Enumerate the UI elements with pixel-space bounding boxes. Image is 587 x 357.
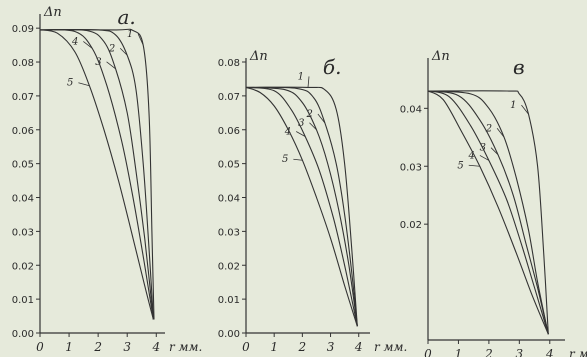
panel-1-series-4-leader — [83, 41, 93, 49]
panel-1-series-3-line — [39, 28, 154, 320]
panel-2-series-3-label: 3 — [298, 118, 304, 129]
panel-3-series-1-leader — [521, 104, 529, 115]
panel-1-series-2-label: 2 — [108, 43, 115, 54]
panel-2-series-4-line — [245, 86, 358, 327]
panel-2-y-tick-label: 0.03 — [218, 227, 240, 238]
panel-1-y-tick-label: 0.08 — [12, 58, 34, 69]
panel-3-series-5-line — [427, 90, 549, 335]
panel-1-x-tick-label: 0 — [36, 340, 44, 354]
panel-3-series-2-label: 2 — [485, 123, 492, 134]
panel-2-series-4-leader — [295, 131, 306, 137]
panel-2-y-tick-label: 0.02 — [218, 261, 240, 272]
panel-3-y-tick-label: 0.03 — [400, 162, 422, 173]
panel-3-x-tick-label: 1 — [455, 347, 463, 357]
panel-1-y-tick-label: 0.07 — [12, 92, 34, 103]
panel-1-series-4-label: 4 — [71, 36, 78, 47]
panel-1-series-2-line — [39, 28, 154, 320]
panel-3-y-tick-label: 0.04 — [400, 104, 422, 115]
panel-2-x-tick-label: 0 — [242, 340, 250, 354]
panel-3-series-1-label: 1 — [510, 100, 516, 111]
panel-3-series-4-line — [427, 90, 549, 335]
panel-1-x-tick-label: 2 — [93, 340, 102, 354]
panel-1-y-tick-label: 0.03 — [12, 227, 34, 238]
panel-3-y-tick-label: 0.02 — [400, 220, 422, 231]
panel-1-y-tick-label: 0.00 — [12, 329, 34, 340]
panel-3-x-axis-title: r мм. — [569, 347, 587, 357]
panel-3-series-2-leader — [496, 128, 505, 138]
panel-1-x-axis-title: r мм. — [169, 340, 202, 354]
panel-2-y-tick-label: 0.01 — [218, 295, 240, 306]
panel-2-y-tick-label: 0.08 — [218, 58, 240, 69]
panel-2-x-tick-label: 3 — [327, 340, 335, 354]
panel-1-series-5-leader — [78, 82, 90, 87]
panel-1-series-1-line — [39, 28, 155, 320]
panel-1-x-tick-label: 4 — [151, 340, 160, 354]
panel-3-series-4-label: 4 — [468, 150, 475, 161]
panel-3-y-axis-title: Δn — [431, 49, 450, 64]
panel-2-series-1-leader — [307, 76, 310, 88]
panel-1-y-tick-label: 0.04 — [12, 194, 34, 205]
panel-3-series-2-line — [427, 90, 549, 335]
panel-1-x-tick-label: 3 — [123, 340, 131, 354]
panel-3-series-1-line — [427, 90, 549, 335]
panel-2-y-tick-label: 0.07 — [218, 92, 240, 103]
panel-2-x-axis-title: r мм. — [374, 340, 407, 354]
panel-1-series-5-label: 5 — [67, 78, 73, 89]
panel-1-series-4-line — [39, 29, 154, 320]
panel-2-series-3-leader — [309, 122, 317, 131]
panel-1-y-tick-label: 0.01 — [12, 295, 34, 306]
panel-1-series-3-leader — [106, 61, 116, 70]
panel-2-series-4-label: 4 — [284, 127, 291, 138]
panel-2-x-tick-label: 4 — [354, 340, 363, 354]
panel-2-y-tick-label: 0.06 — [218, 126, 240, 137]
panel-2-series-1-label: 1 — [298, 71, 304, 82]
panel-2-x-tick-label: 2 — [298, 340, 307, 354]
panel-2-y-axis-title: Δn — [249, 49, 268, 64]
panel-1-x-tick-label: 1 — [65, 340, 73, 354]
panel-3-x-tick-label: 2 — [484, 347, 493, 357]
panel-2-series-2-leader — [317, 113, 326, 124]
panel-3-series-5-label: 5 — [457, 160, 463, 171]
panel-3-letter: в — [513, 55, 525, 79]
panel-1-y-axis-title: Δn — [43, 5, 62, 20]
panel-3-x-tick-label: 0 — [424, 347, 432, 357]
panel-1-letter: а. — [118, 5, 136, 29]
panel-1-series-5-line — [39, 29, 154, 320]
panel-2-y-tick-label: 0.05 — [218, 160, 240, 171]
panel-2-letter: б. — [323, 55, 342, 79]
panel-1-y-tick-label: 0.06 — [12, 126, 34, 137]
panel-1-y-tick-label: 0.05 — [12, 160, 34, 171]
panel-2-x-tick-label: 1 — [270, 340, 278, 354]
panel-3-series-4-leader — [479, 155, 490, 161]
panel-1-y-tick-label: 0.09 — [12, 24, 34, 35]
panel-3-x-tick-label: 4 — [545, 347, 554, 357]
panel-1-series-1-label: 1 — [127, 29, 133, 40]
panel-1-y-tick-label: 0.02 — [12, 261, 34, 272]
panel-3-series-3-leader — [490, 147, 499, 155]
panel-1-series-2-leader — [119, 47, 128, 56]
panel-2-series-5-label: 5 — [282, 154, 288, 165]
panel-2-series-2-line — [245, 86, 358, 327]
panel-2-series-5-line — [245, 86, 358, 327]
panel-3-series-3-line — [427, 90, 549, 335]
panel-2-series-5-leader — [293, 158, 303, 161]
panel-2-series-3-line — [245, 86, 358, 327]
panel-1-series-1-leader — [137, 33, 144, 46]
panel-2-y-tick-label: 0.04 — [218, 194, 240, 205]
panel-2-y-tick-label: 0.00 — [218, 329, 240, 340]
panel-3-series-5-leader — [468, 164, 480, 167]
panel-3-x-tick-label: 3 — [516, 347, 524, 357]
